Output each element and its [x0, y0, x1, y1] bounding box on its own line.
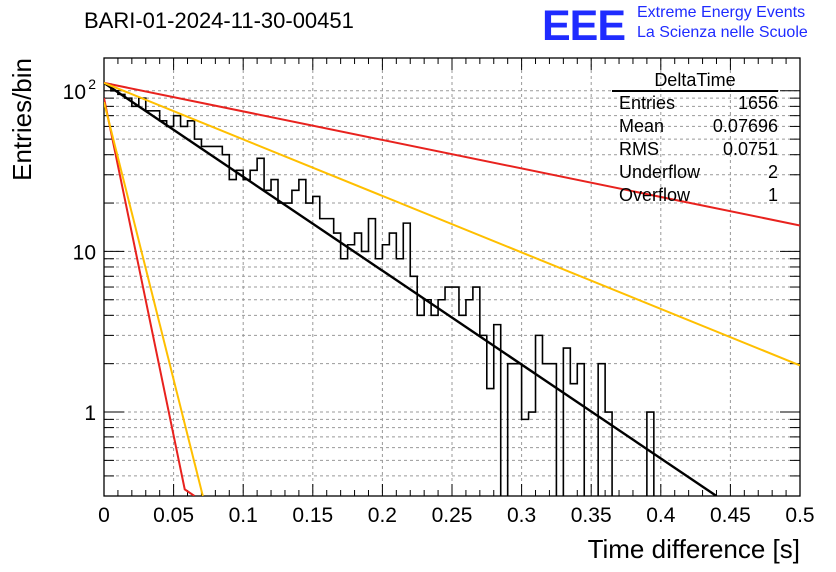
fit-line	[104, 81, 718, 496]
fit-line	[104, 81, 800, 367]
stats-label: Entries	[619, 93, 676, 113]
stats-label: RMS	[619, 139, 659, 159]
y-tick-label: 10	[63, 81, 86, 104]
x-tick-label: 0.25	[432, 504, 473, 527]
x-tick-label: 0.45	[710, 504, 751, 527]
stats-label: Overflow	[619, 185, 691, 205]
x-tick-label: 0.1	[229, 504, 258, 527]
stats-label: Mean	[619, 116, 665, 136]
x-tick-label: 0.5	[785, 504, 814, 527]
stats-value: 2	[767, 162, 778, 182]
stats-value: 1656	[737, 93, 778, 113]
stats-row-entries: Entries 1656	[619, 92, 778, 115]
x-tick-label: 0.3	[507, 504, 536, 527]
fit-line	[104, 101, 204, 496]
stats-row-mean: Mean 0.07696	[619, 115, 778, 138]
stats-value: 0.0751	[722, 139, 778, 159]
stats-row-overflow: Overflow 1	[619, 184, 778, 207]
x-tick-label: 0.35	[571, 504, 612, 527]
x-tick-label: 0	[98, 504, 110, 527]
stats-name: DeltaTime	[612, 70, 778, 92]
x-axis-label: Time difference [s]	[588, 534, 800, 564]
stats-box: DeltaTime Entries 1656 Mean 0.07696 RMS …	[612, 70, 778, 207]
plot-area	[104, 81, 800, 496]
stats-row-underflow: Underflow 2	[619, 161, 778, 184]
stats-row-rms: RMS 0.0751	[619, 138, 778, 161]
x-tick-label: 0.05	[153, 504, 194, 527]
x-tick-label: 0.2	[368, 504, 397, 527]
x-tick-label: 0.15	[292, 504, 333, 527]
stats-label: Underflow	[619, 162, 701, 182]
y-axis-label: Entries/bin	[7, 58, 37, 181]
chart-title: BARI-01-2024-11-30-00451	[84, 8, 354, 33]
x-tick-label: 0.4	[646, 504, 676, 527]
stats-value: 0.07696	[712, 116, 778, 136]
y-tick-label: 10	[73, 241, 96, 264]
y-tick-label: 1	[84, 402, 96, 425]
y-tick-exponent: 2	[88, 76, 96, 92]
histogram	[104, 83, 655, 496]
fit-line	[104, 81, 800, 227]
stats-value: 1	[767, 185, 778, 205]
eee-logo: EEE	[542, 2, 626, 50]
logo-line-2: La Scienza nelle Scuole	[637, 24, 808, 41]
fit-line	[104, 97, 196, 496]
logo-line-1: Extreme Energy Events	[637, 4, 806, 21]
